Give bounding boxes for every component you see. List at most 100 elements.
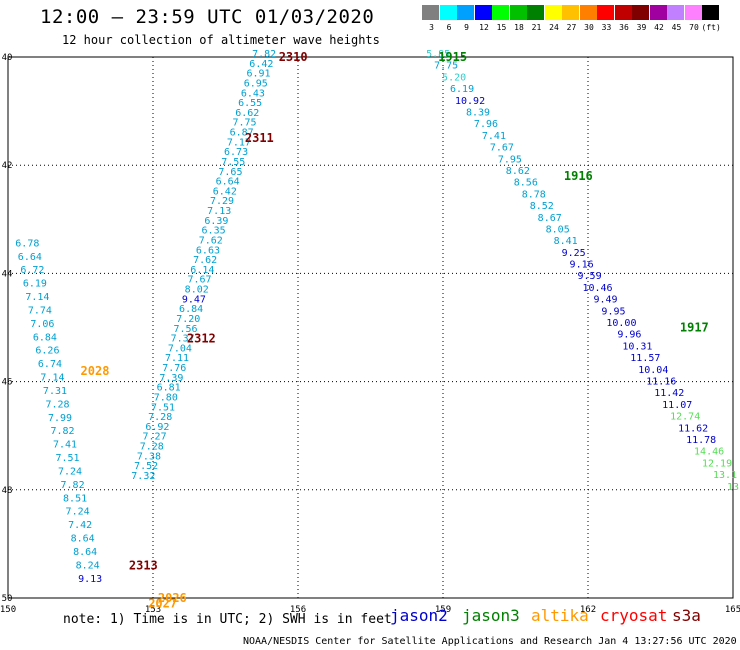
colorbar-label: 3 [429,23,434,32]
wave-height-value: 11.57 [630,353,660,364]
wave-height-value: 7.76 [162,363,186,374]
wave-height-value: 7.52 [134,461,158,472]
colorbar-label: 70 [689,23,699,32]
page-title: 12:00 – 23:59 UTC 01/03/2020 [40,6,375,28]
wave-height-value: 6.19 [23,279,47,290]
wave-height-value: 7.13 [207,206,231,217]
wave-height-value: 6.72 [20,265,44,276]
wave-height-value: 12.19 [702,458,732,469]
wave-height-value: 7.67 [187,275,211,286]
colorbar-unit: (ft) [701,23,721,32]
lon-tick-label: 165 [725,605,740,615]
wave-height-value: 11.78 [686,435,716,446]
colorbar-swatch [684,5,702,20]
pass-time-label: 2028 [81,364,110,378]
wave-height-value: 7.27 [143,432,167,443]
wave-height-value: 7.04 [168,343,192,354]
colorbar-swatch [649,5,667,20]
wave-height-value: 7.65 [218,167,242,178]
pass-time-label: 1916 [564,169,593,183]
colorbar-label: 6 [446,23,452,32]
colorbar-swatch [579,5,597,20]
wave-height-value: 11.42 [654,388,684,399]
colorbar-swatch [474,5,492,20]
wave-height-value: 9.16 [570,260,594,271]
colorbar-label: 24 [549,23,559,32]
wave-height-value: 7.82 [50,426,74,437]
wave-height-value: 8.41 [554,236,578,247]
colorbar-label: 30 [584,23,594,32]
lon-tick-label: 156 [290,605,306,615]
satellite-legend-jason3: jason3 [462,606,520,625]
wave-height-value: 10.04 [638,365,668,376]
wave-height-value: 6.74 [38,359,62,370]
wave-height-value: 6.26 [35,346,59,357]
lon-tick-label: 150 [0,605,16,615]
wave-height-value: 7.20 [176,314,200,325]
colorbar-swatch [702,5,719,20]
wave-height-value: 7.32 [131,471,155,482]
lon-tick-label: 153 [145,605,161,615]
wave-height-value: 8.64 [73,547,97,558]
wave-height-value: 7.14 [25,292,49,303]
colorbar-swatch [544,5,562,20]
colorbar-swatch [527,5,544,20]
colorbar-swatch [509,5,527,20]
satellite-legend-jason2: jason2 [390,606,448,625]
wave-height-value: 7.75 [232,118,256,129]
wave-height-value: 7.51 [151,402,175,413]
wave-height-value: 7.28 [140,442,164,453]
wave-height-value: 7.31 [43,386,67,397]
wave-height-value: 7.42 [68,520,92,531]
wave-height-value: 6.39 [204,216,228,227]
colorbar-label: 39 [636,23,647,32]
colorbar-label: 33 [601,23,612,32]
satellite-legend-altika: altika [531,606,589,625]
wave-height-value: 12.74 [670,412,700,423]
wave-height-value: 7.24 [58,466,82,477]
colorbar-label: 21 [531,23,542,32]
colorbar-swatch [632,5,649,20]
wave-height-value: 7.96 [474,119,498,130]
wave-height-value: 8.78 [522,189,546,200]
colorbar-label: 36 [619,23,629,32]
pass-time-label: 2027 [148,596,177,610]
wave-height-value: 10.46 [582,283,612,294]
wave-height-value: 7.37 [171,334,195,345]
wave-height-value: 7.41 [53,440,77,451]
colorbar-swatch [597,5,614,20]
wave-height-value: 8.02 [185,285,209,296]
wave-height-value: 6.73 [224,147,248,158]
wave-height-value: 10.92 [455,96,485,107]
wave-height-value: 7.41 [482,131,506,142]
wave-height-value: 8.52 [530,201,554,212]
wave-height-value: 6.43 [241,88,265,99]
wave-height-value: 8.05 [546,224,570,235]
wave-height-value: 7.75 [434,61,458,72]
wave-height-value: 6.62 [235,108,259,119]
lat-tick-label: 46 [2,378,13,388]
colorbar-swatch [422,5,439,20]
lat-tick-label: 44 [2,269,13,279]
colorbar-label: 45 [671,23,682,32]
wave-height-value: 6.64 [18,252,42,263]
pass-time-label: 2311 [245,131,274,145]
wave-height-value: 8.39 [466,107,490,118]
wave-height-value: 8.67 [538,213,562,224]
colorbar-swatch [457,5,474,20]
wave-height-value: 9.13 [78,574,102,585]
pass-time-label: 2310 [279,50,308,64]
lat-tick-label: 50 [2,594,13,604]
wave-height-value: 7.11 [165,353,189,364]
colorbar-swatch [492,5,509,20]
wave-height-value: 13 [727,482,739,493]
wave-height-value: 6.84 [33,332,57,343]
wave-height-value: 7.62 [199,235,223,246]
wave-height-value: 6.87 [230,128,254,139]
wave-height-value: 7.67 [490,143,514,154]
wave-height-value: 7.56 [173,324,197,335]
wave-height-value: 6.91 [246,69,270,80]
wave-height-value: 14.46 [694,447,724,458]
colorbar-label: 18 [514,23,524,32]
